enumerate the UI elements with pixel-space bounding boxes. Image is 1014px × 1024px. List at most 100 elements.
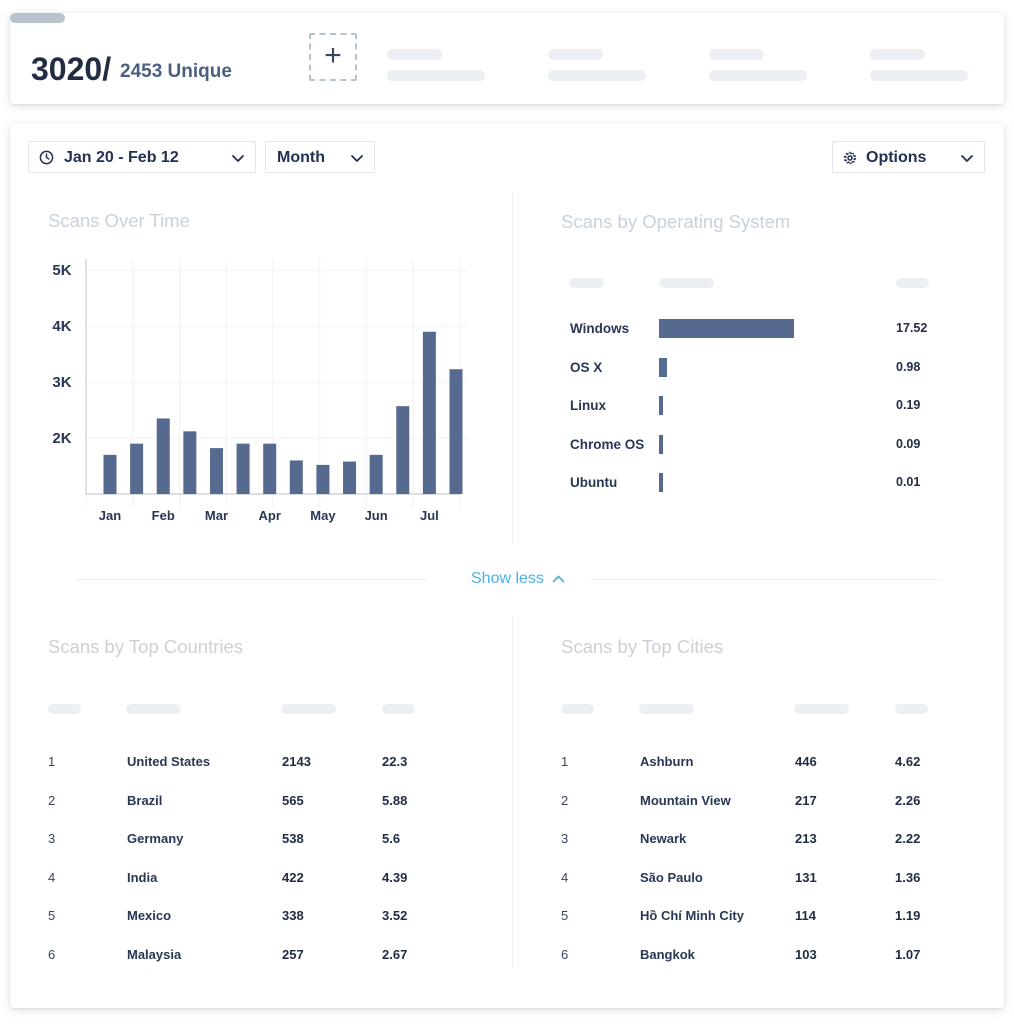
period-dropdown[interactable]: Month (265, 141, 375, 173)
location-name: Malaysia (127, 947, 182, 962)
location-name: Brazil (127, 792, 163, 808)
os-value: 0.98 (896, 359, 921, 374)
rank: 3 (48, 831, 56, 847)
os-bar (659, 396, 663, 415)
table-row: 5 Mexico 338 3.52 (48, 906, 448, 926)
chart-bar (209, 448, 223, 494)
column-header-placeholder (896, 278, 929, 288)
location-name: United States (127, 754, 211, 769)
os-value: 0.09 (896, 436, 921, 451)
table-row: 4 India 422 4.39 (48, 868, 448, 888)
location-name: Germany (127, 831, 184, 847)
os-value: 0.19 (896, 398, 921, 412)
options-dropdown[interactable]: Options (832, 141, 985, 173)
location-name: India (127, 869, 158, 885)
chart-bar (422, 331, 436, 494)
total-scans-value: 3020/ (31, 51, 112, 87)
location-name: Hồ Chí Minh City (640, 908, 744, 924)
y-tick-label: 5K (52, 262, 71, 279)
rank: 5 (561, 908, 569, 924)
scan-percent: 2.67 (382, 947, 408, 962)
chart-bar (396, 406, 410, 494)
scans-over-time-chart: 2K 3K 4K 5K Jan Feb Mar Apr May Jun Jul (52, 259, 468, 523)
os-name: Linux (570, 398, 606, 413)
chart-bar (130, 443, 144, 494)
x-tick-label: May (310, 508, 336, 523)
show-less-button[interactable]: Show less (471, 570, 565, 588)
os-name: Chrome OS (570, 436, 645, 452)
column-header-placeholder (126, 704, 181, 714)
chevron-down-icon (961, 155, 973, 162)
location-name: Mountain View (640, 792, 731, 808)
scans-over-time-title: Scans Over Time (48, 210, 190, 231)
y-tick-label: 2K (52, 430, 71, 447)
table-row: 3 Newark 213 2.22 (561, 829, 961, 849)
scan-count: 338 (282, 908, 304, 924)
chart-bar (156, 418, 170, 494)
scan-percent: 1.19 (895, 908, 921, 924)
location-name: Newark (640, 831, 687, 847)
x-tick-label: Apr (258, 508, 280, 523)
chart-bar (263, 443, 277, 494)
analytics-card: Jan 20 - Feb 12 Month Options Scans Over… (10, 124, 1004, 1008)
os-value: 0.01 (896, 475, 921, 489)
rank: 2 (48, 792, 56, 808)
os-row: OS X 0.98 (570, 357, 950, 379)
chart-bar (343, 461, 357, 494)
period-label: Month (277, 149, 325, 166)
stats-card: 3020/ 2453 Unique + (10, 13, 1004, 104)
metric-value-placeholder (548, 70, 646, 81)
add-metric-button[interactable]: + (309, 33, 357, 81)
plus-icon: + (324, 38, 342, 72)
scan-percent: 2.26 (895, 792, 921, 808)
scan-count: 422 (282, 869, 304, 885)
scan-count: 2143 (282, 754, 311, 769)
date-range-dropdown[interactable]: Jan 20 - Feb 12 (28, 141, 256, 173)
rank: 5 (48, 908, 56, 924)
column-header-placeholder (281, 704, 336, 714)
column-divider (512, 192, 513, 544)
scan-count: 446 (795, 754, 817, 769)
table-row: 2 Mountain View 217 2.26 (561, 791, 961, 811)
unique-scans-value: 2453 Unique (120, 61, 232, 82)
chart-bar (183, 431, 197, 494)
scan-count: 538 (282, 831, 304, 847)
options-label: Options (866, 149, 927, 166)
scan-percent: 22.3 (382, 754, 408, 769)
column-header-placeholder (569, 278, 604, 288)
scan-percent: 5.88 (382, 792, 408, 808)
os-row: Chrome OS 0.09 (570, 434, 950, 456)
chart-bar (316, 464, 330, 494)
column-header-placeholder (659, 278, 714, 288)
scan-percent: 5.6 (382, 831, 401, 847)
chart-bar (369, 454, 383, 494)
chevron-down-icon (351, 155, 363, 162)
scan-percent: 4.62 (895, 754, 921, 769)
table-row: 6 Malaysia 257 2.67 (48, 945, 448, 965)
os-row: Ubuntu 0.01 (570, 472, 950, 494)
location-name: São Paulo (640, 869, 703, 885)
scan-count: 565 (282, 792, 304, 808)
location-name: Ashburn (640, 754, 694, 769)
chevron-up-icon (552, 575, 565, 583)
scan-count: 213 (795, 831, 817, 847)
scans-by-cities-title: Scans by Top Cities (561, 636, 724, 657)
column-header-placeholder (382, 704, 415, 714)
chart-bar (103, 454, 117, 494)
metric-value-placeholder (870, 70, 968, 81)
x-tick-label: Jan (99, 508, 121, 523)
os-bar (659, 319, 794, 338)
column-header-placeholder (895, 704, 928, 714)
location-name: Bangkok (640, 947, 695, 962)
rank: 2 (561, 792, 569, 808)
rank: 1 (48, 754, 56, 769)
column-divider (512, 616, 513, 968)
table-row: 3 Germany 538 5.6 (48, 829, 448, 849)
metric-label-placeholder (870, 49, 925, 60)
scan-count: 217 (795, 792, 817, 808)
stats-label-placeholder (10, 13, 65, 23)
x-tick-label: Feb (152, 508, 175, 523)
divider-left (75, 579, 427, 580)
table-row: 4 São Paulo 131 1.36 (561, 868, 961, 888)
date-range-label: Jan 20 - Feb 12 (64, 149, 179, 166)
